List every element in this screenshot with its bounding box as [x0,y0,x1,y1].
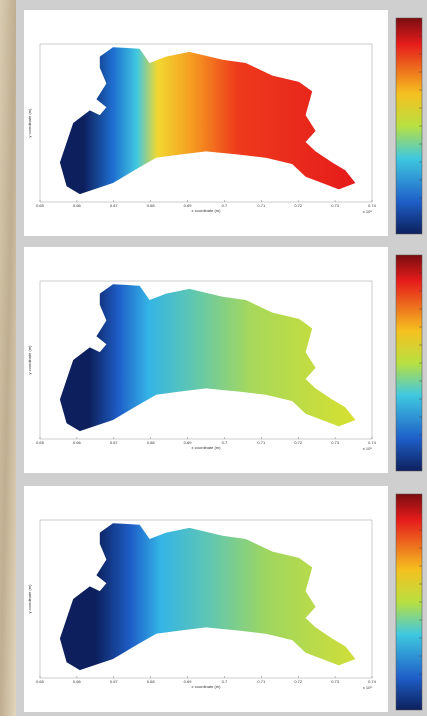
x-tick-label: 0.73 [331,203,340,208]
x-tick-label: 0.72 [294,203,303,208]
contour-region [59,47,356,195]
contour-region [59,523,356,671]
x-tick-label: 0.66 [73,440,82,445]
y-axis-label: y coordinate (m) [27,345,32,375]
y-axis-label: y coordinate (m) [27,108,32,138]
colorbar [395,493,423,711]
x-tick-label: 0.7 [222,440,228,445]
x-tick-label: 0.67 [110,203,119,208]
x-axis-label: x coordinate (m) [192,208,222,213]
x-tick-label: 0.68 [147,440,156,445]
x-multiplier: x 10⁵ [363,446,373,451]
x-tick-label: 0.69 [184,679,193,684]
x-tick-label: 0.71 [257,203,266,208]
colorbar [395,254,423,472]
x-tick-label: 0.73 [331,440,340,445]
x-tick-label: 0.65 [36,679,45,684]
x-tick-label: 0.68 [147,679,156,684]
x-tick-label: 0.67 [110,440,119,445]
x-tick-label: 0.73 [331,679,340,684]
x-tick-label: 0.65 [36,203,45,208]
x-tick-label: 0.66 [73,679,82,684]
x-tick-label: 0.7 [222,679,228,684]
x-tick-label: 0.7 [222,203,228,208]
x-tick-label: 0.72 [294,679,303,684]
x-tick-label: 0.74 [368,679,377,684]
x-tick-label: 0.69 [184,440,193,445]
x-tick-label: 0.71 [257,679,266,684]
x-tick-label: 0.68 [147,203,156,208]
x-tick-label: 0.74 [368,203,377,208]
contour-region [59,284,356,432]
x-tick-label: 0.74 [368,440,377,445]
x-tick-label: 0.69 [184,203,193,208]
x-multiplier: x 10⁵ [363,209,373,214]
x-tick-label: 0.71 [257,440,266,445]
y-axis-label: y coordinate (m) [27,584,32,614]
x-axis-label: x coordinate (m) [192,684,222,689]
x-tick-label: 0.67 [110,679,119,684]
x-tick-label: 0.66 [73,203,82,208]
colorbar [395,17,423,235]
axes-box [39,280,373,440]
axes-box [39,519,373,679]
axes-box [39,43,373,203]
x-tick-label: 0.65 [36,440,45,445]
side-strip [0,0,16,716]
x-tick-label: 0.72 [294,440,303,445]
x-axis-label: x coordinate (m) [192,445,222,450]
x-multiplier: x 10⁵ [363,685,373,690]
